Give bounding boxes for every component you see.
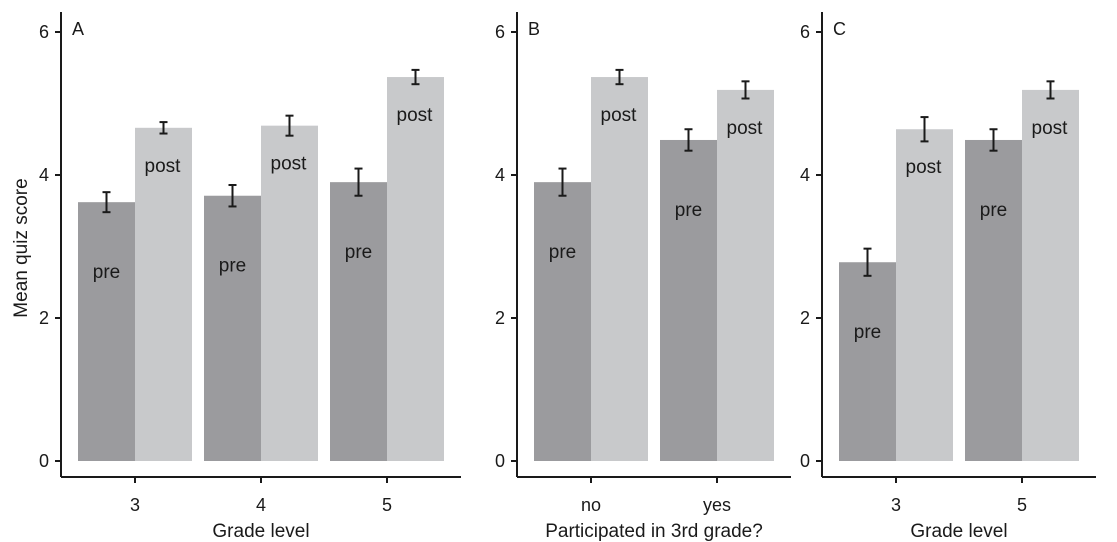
error-bar xyxy=(159,121,168,135)
bar-pre-4 xyxy=(204,195,261,462)
x-tick-label: 3 xyxy=(891,495,901,515)
bar-label-pre: pre xyxy=(980,200,1007,221)
error-bar xyxy=(285,114,294,137)
y-tick-label: 6 xyxy=(495,22,505,42)
y-tick-label: 6 xyxy=(39,22,49,42)
error-bar xyxy=(615,68,624,86)
y-tick-label: 4 xyxy=(39,165,49,185)
error-bar xyxy=(989,128,998,152)
x-tick-label: 5 xyxy=(1017,495,1027,515)
bar-post-3 xyxy=(135,127,192,461)
bar-label-pre: pre xyxy=(93,262,120,283)
error-bar xyxy=(558,167,567,197)
panel-letter: A xyxy=(72,19,84,39)
bar-label-post: post xyxy=(271,154,308,175)
error-bar xyxy=(102,191,111,214)
bar-pre-yes xyxy=(660,139,717,461)
y-tick-label: 6 xyxy=(800,22,810,42)
bar-label-pre: pre xyxy=(675,200,702,221)
y-tick-label: 2 xyxy=(495,308,505,328)
bar-label-pre: pre xyxy=(219,256,246,277)
panel-b: pre post pre post 0 2 4 6 no yes Participated in 3… xyxy=(495,12,791,542)
x-axis-title: Grade level xyxy=(212,521,309,542)
x-axis-title: Participated in 3rd grade? xyxy=(545,521,763,542)
bar-label-pre: pre xyxy=(549,242,576,263)
bar-post-4 xyxy=(261,125,318,461)
bar-pre-5 xyxy=(330,182,387,461)
x-tick-label: 4 xyxy=(256,495,266,515)
bar-label-post: post xyxy=(397,105,434,126)
error-bar xyxy=(354,167,363,197)
bar-post-5 xyxy=(1022,89,1079,461)
x-tick-label: no xyxy=(581,495,601,515)
error-bar xyxy=(920,116,929,143)
error-bar xyxy=(411,68,420,86)
bar-post-no xyxy=(591,77,648,462)
bar-pre-3 xyxy=(78,202,135,462)
x-tick-label: yes xyxy=(703,495,731,515)
chart-panels: pre post pre post pre post 0 2 4 6 3 4 5 Grade level A… xyxy=(39,12,1096,542)
bar-label-pre: pre xyxy=(854,322,881,343)
x-axis-title: Grade level xyxy=(910,521,1007,542)
y-tick-label: 2 xyxy=(800,308,810,328)
bar-pre-3 xyxy=(839,262,896,461)
error-bar xyxy=(1046,80,1055,100)
error-bar xyxy=(863,247,872,277)
y-tick-label: 0 xyxy=(495,451,505,471)
panel-a: pre post pre post pre post 0 2 4 6 3 4 5 Grade level A xyxy=(39,12,461,542)
panel-c: pre post pre post 0 2 4 6 3 5 Grade level C xyxy=(800,12,1096,542)
y-tick-label: 4 xyxy=(800,165,810,185)
bar-post-3 xyxy=(896,129,953,462)
bar-label-post: post xyxy=(727,118,764,139)
bar-label-pre: pre xyxy=(345,242,372,263)
error-bar xyxy=(684,128,693,152)
y-axis-title: Mean quiz score xyxy=(11,178,32,317)
y-tick-label: 4 xyxy=(495,165,505,185)
bar-post-yes xyxy=(717,89,774,461)
x-tick-label: 3 xyxy=(130,495,140,515)
bar-label-post: post xyxy=(1032,118,1069,139)
bar-label-post: post xyxy=(906,157,943,178)
bar-pre-no xyxy=(534,182,591,461)
bar-label-post: post xyxy=(145,156,182,177)
y-tick-label: 2 xyxy=(39,308,49,328)
bar-post-5 xyxy=(387,77,444,462)
bar-label-post: post xyxy=(601,105,638,126)
panel-letter: C xyxy=(833,19,846,39)
bar-pre-5 xyxy=(965,139,1022,461)
y-tick-label: 0 xyxy=(800,451,810,471)
y-tick-label: 0 xyxy=(39,451,49,471)
panel-letter: B xyxy=(528,19,540,39)
error-bar xyxy=(741,80,750,100)
error-bar xyxy=(228,184,237,208)
x-tick-label: 5 xyxy=(382,495,392,515)
